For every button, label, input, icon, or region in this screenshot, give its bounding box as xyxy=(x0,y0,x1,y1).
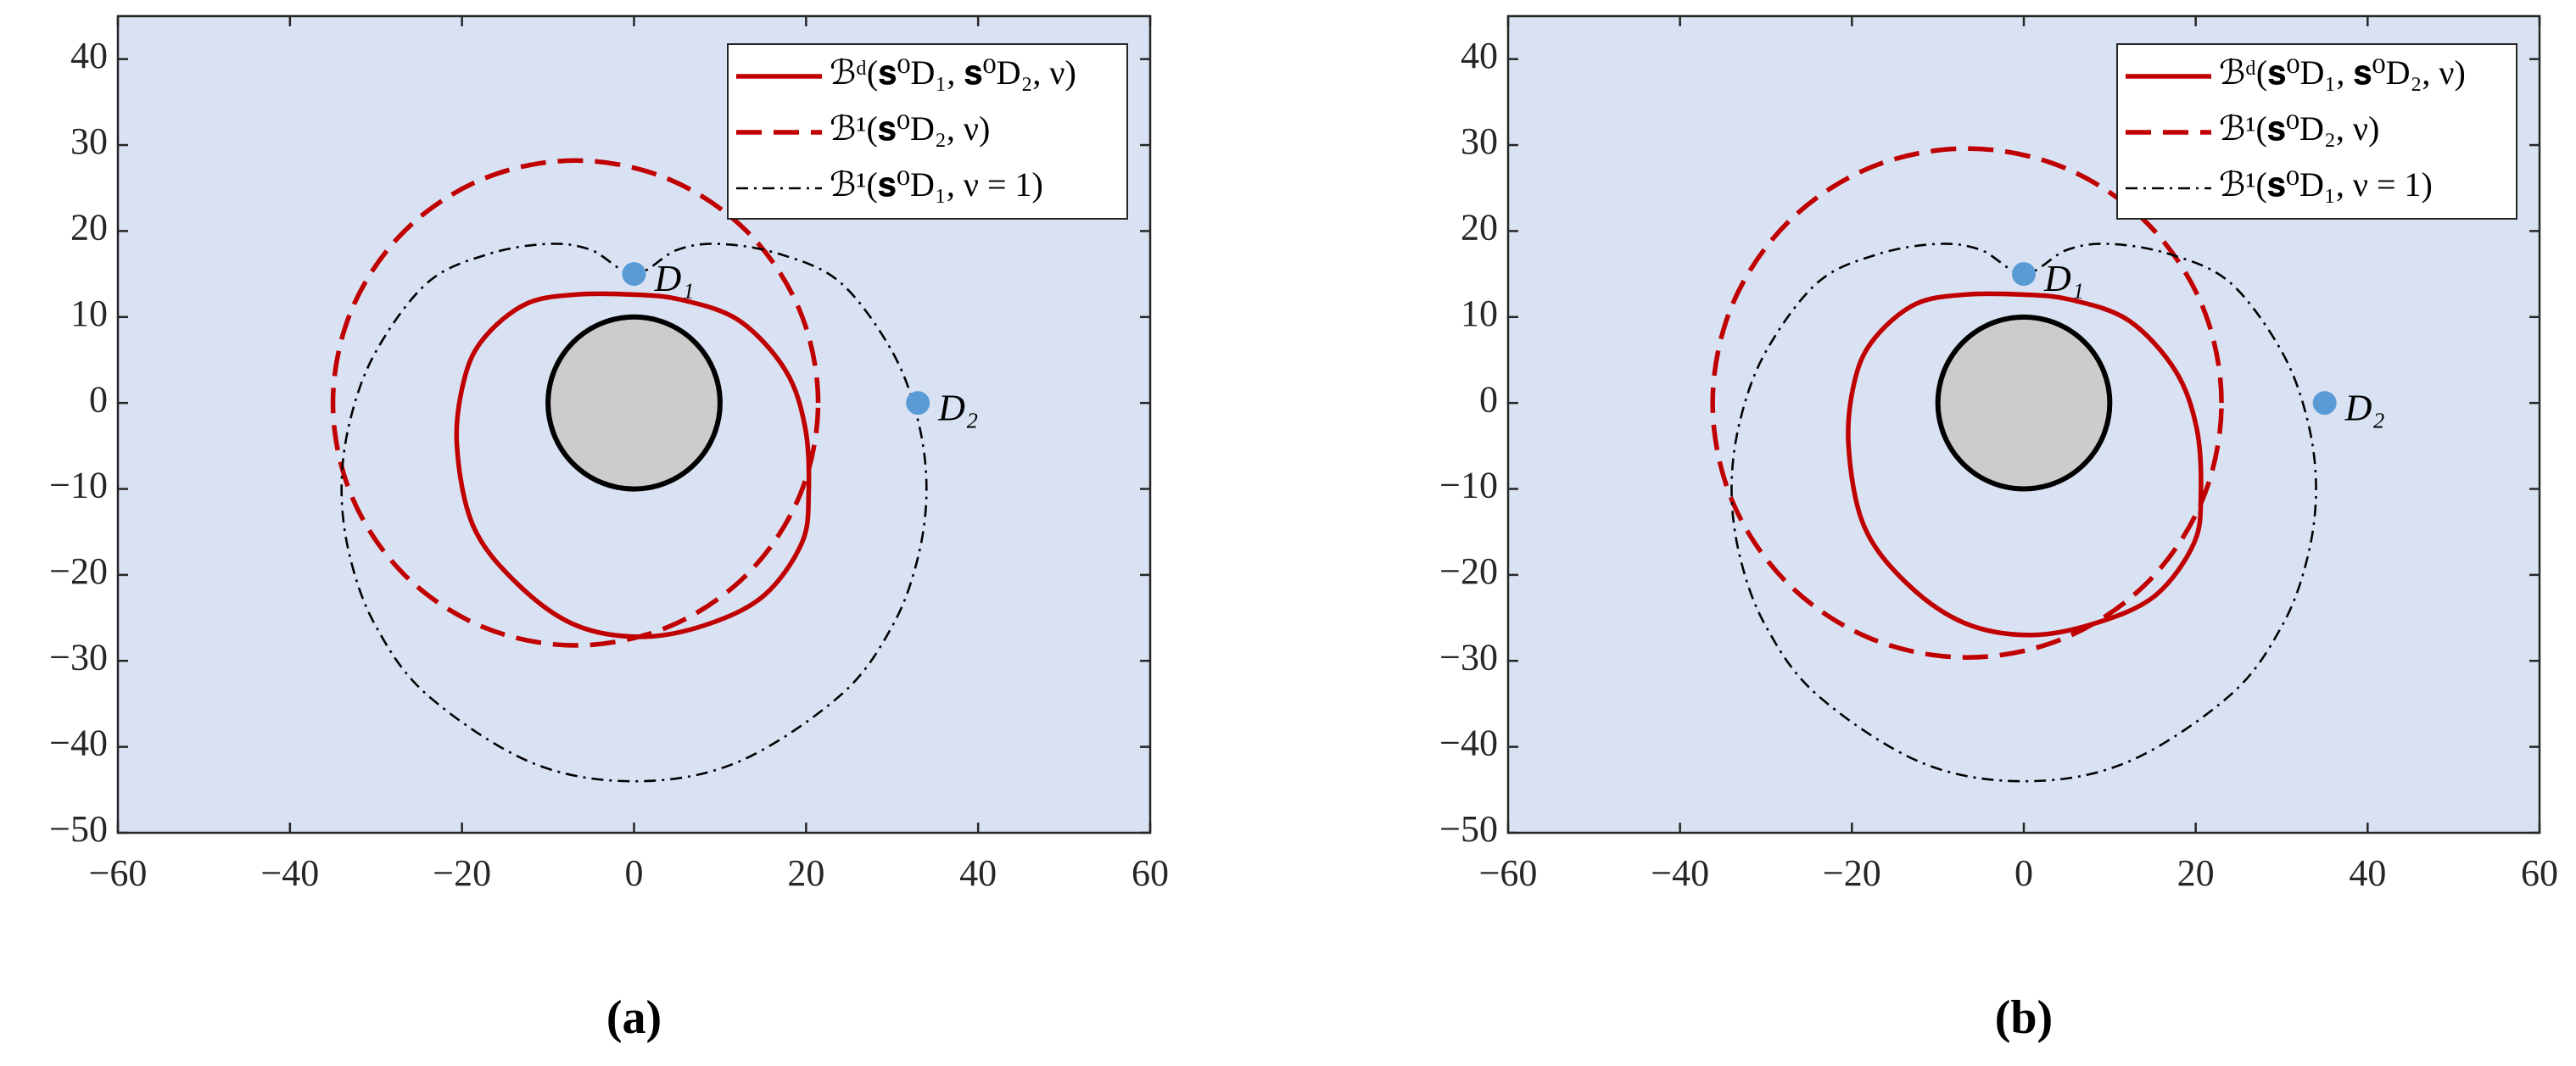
x-tick-label: 20 xyxy=(787,852,824,894)
point xyxy=(622,262,646,287)
legend-label: ℬ¹(𝐬⁰D₂, ν) xyxy=(2219,109,2379,148)
y-tick-label: −10 xyxy=(49,465,108,506)
point-label: D₁ xyxy=(2043,258,2084,299)
y-tick-label: −40 xyxy=(1439,723,1498,764)
y-tick-label: 30 xyxy=(1461,120,1498,162)
x-tick-label: 20 xyxy=(2177,852,2215,894)
x-tick-label: 0 xyxy=(2014,852,2033,894)
point-label: D₁ xyxy=(654,258,695,299)
point xyxy=(906,391,930,416)
x-tick-label: −20 xyxy=(433,852,491,894)
subplot: D₁ D₂ −60 −40 −20 0 20 40 60 −50 −40 −30 −20 −10 0 10 20… xyxy=(1439,14,2558,1044)
y-tick-label: 30 xyxy=(70,120,108,162)
x-tick-label: −20 xyxy=(1823,852,1881,894)
y-tick-label: 0 xyxy=(89,378,108,420)
point xyxy=(2012,262,2036,287)
obstacle xyxy=(545,314,723,492)
y-tick-label: −20 xyxy=(1439,550,1498,592)
x-tick-label: 60 xyxy=(2521,852,2558,894)
x-tick-label: −40 xyxy=(260,852,319,894)
legend-label: ℬᵈ(𝐬⁰D₁, 𝐬⁰D₂, ν) xyxy=(2219,53,2466,92)
y-tick-label: 40 xyxy=(70,35,108,76)
legend-label: ℬᵈ(𝐬⁰D₁, 𝐬⁰D₂, ν) xyxy=(830,53,1076,92)
series-line xyxy=(454,291,812,639)
point-label: D₂ xyxy=(937,387,978,428)
subplot: D₁ D₂ −60 −40 −20 0 20 40 60 −50 −40 −30 −20 −10 0 10 20… xyxy=(49,14,1169,1044)
y-tick-label: 10 xyxy=(70,293,108,334)
series-line xyxy=(1846,291,2204,638)
point xyxy=(2312,391,2337,416)
point-label: D₂ xyxy=(2344,387,2385,428)
series-line xyxy=(330,158,821,648)
series-line xyxy=(1710,146,2224,660)
x-tick-label: −60 xyxy=(89,852,148,894)
y-tick-label: −50 xyxy=(1439,808,1498,850)
y-tick-label: −30 xyxy=(49,636,108,678)
x-tick-label: 60 xyxy=(1132,852,1169,894)
y-tick-label: −10 xyxy=(1439,465,1498,506)
y-tick-label: −20 xyxy=(49,550,108,592)
series-line xyxy=(1730,243,2317,783)
x-tick-label: 40 xyxy=(2349,852,2386,894)
x-tick-label: 40 xyxy=(959,852,997,894)
x-tick-label: −60 xyxy=(1479,852,1538,894)
y-tick-label: 0 xyxy=(1479,378,1498,420)
legend-label: ℬ¹(𝐬⁰D₁, ν = 1) xyxy=(2219,165,2433,204)
y-tick-label: −50 xyxy=(49,808,108,850)
y-tick-label: 20 xyxy=(1461,207,1498,248)
y-tick-label: −40 xyxy=(49,723,108,764)
y-tick-label: 10 xyxy=(1461,293,1498,334)
y-tick-label: 20 xyxy=(70,207,108,248)
legend-label: ℬ¹(𝐬⁰D₁, ν = 1) xyxy=(830,165,1043,204)
series-line xyxy=(340,243,928,783)
x-tick-label: 0 xyxy=(625,852,644,894)
y-tick-label: 40 xyxy=(1461,35,1498,76)
y-tick-label: −30 xyxy=(1439,636,1498,678)
x-tick-label: −40 xyxy=(1651,852,1709,894)
caption: (b) xyxy=(1995,991,2053,1044)
plot-area: D₁ D₂ xyxy=(1710,146,2385,783)
caption: (a) xyxy=(606,991,662,1044)
obstacle xyxy=(1935,314,2113,492)
legend-label: ℬ¹(𝐬⁰D₂, ν) xyxy=(830,109,990,148)
plot-area: D₁ D₂ xyxy=(330,158,978,783)
